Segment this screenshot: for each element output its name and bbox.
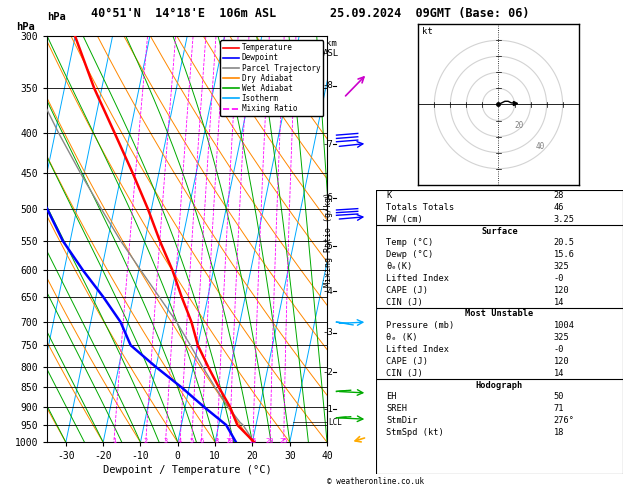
- Text: 28: 28: [554, 191, 564, 200]
- Text: 14: 14: [554, 369, 564, 378]
- Text: Mixing Ratio (g/kg): Mixing Ratio (g/kg): [325, 192, 333, 287]
- Text: 50: 50: [554, 392, 564, 401]
- Text: CIN (J): CIN (J): [386, 369, 423, 378]
- Text: -8: -8: [322, 81, 333, 90]
- Text: -4: -4: [322, 287, 333, 296]
- Text: 120: 120: [554, 286, 569, 295]
- Text: LCL: LCL: [328, 417, 342, 427]
- Text: 1004: 1004: [554, 321, 575, 330]
- Text: km: km: [326, 38, 337, 48]
- Text: 25: 25: [279, 438, 288, 444]
- Text: Lifted Index: Lifted Index: [386, 345, 449, 354]
- Text: 46: 46: [554, 203, 564, 212]
- Text: 18: 18: [554, 428, 564, 437]
- Text: -7: -7: [322, 139, 333, 149]
- Text: 20: 20: [266, 438, 274, 444]
- Text: 4: 4: [178, 438, 182, 444]
- X-axis label: Dewpoint / Temperature (°C): Dewpoint / Temperature (°C): [103, 466, 272, 475]
- Text: K: K: [386, 191, 391, 200]
- Text: -2: -2: [322, 367, 333, 377]
- Text: PW (cm): PW (cm): [386, 215, 423, 224]
- Text: 2: 2: [143, 438, 148, 444]
- Text: SREH: SREH: [386, 404, 407, 413]
- Text: Most Unstable: Most Unstable: [465, 310, 533, 318]
- Text: Temp (°C): Temp (°C): [386, 238, 433, 247]
- Text: -0: -0: [554, 345, 564, 354]
- Text: hPa: hPa: [47, 12, 66, 22]
- Text: EH: EH: [386, 392, 396, 401]
- Text: StmDir: StmDir: [386, 416, 418, 425]
- Text: θₑ(K): θₑ(K): [386, 262, 412, 271]
- Text: Dewp (°C): Dewp (°C): [386, 250, 433, 259]
- Text: kt: kt: [421, 27, 432, 36]
- Text: 325: 325: [554, 262, 569, 271]
- Text: 40: 40: [535, 142, 545, 151]
- Text: 276°: 276°: [554, 416, 575, 425]
- Text: Totals Totals: Totals Totals: [386, 203, 454, 212]
- Text: ASL: ASL: [323, 49, 339, 58]
- Text: 5: 5: [189, 438, 194, 444]
- Text: 15: 15: [248, 438, 257, 444]
- Text: 1: 1: [112, 438, 116, 444]
- Text: Pressure (mb): Pressure (mb): [386, 321, 454, 330]
- Text: 14: 14: [554, 297, 564, 307]
- Text: hPa: hPa: [16, 22, 35, 33]
- Text: Lifted Index: Lifted Index: [386, 274, 449, 283]
- Legend: Temperature, Dewpoint, Parcel Trajectory, Dry Adiabat, Wet Adiabat, Isotherm, Mi: Temperature, Dewpoint, Parcel Trajectory…: [220, 40, 323, 116]
- Text: 3: 3: [164, 438, 168, 444]
- Text: -5: -5: [322, 242, 333, 251]
- Text: -3: -3: [322, 329, 333, 337]
- Text: 40°51'N  14°18'E  106m ASL: 40°51'N 14°18'E 106m ASL: [91, 7, 277, 20]
- Text: 120: 120: [554, 357, 569, 366]
- Text: CAPE (J): CAPE (J): [386, 286, 428, 295]
- Text: 15.6: 15.6: [554, 250, 575, 259]
- Text: 20: 20: [515, 121, 524, 130]
- Text: 20.5: 20.5: [554, 238, 575, 247]
- Text: -0: -0: [554, 274, 564, 283]
- Text: 6: 6: [199, 438, 204, 444]
- Text: 3.25: 3.25: [554, 215, 575, 224]
- Text: Surface: Surface: [481, 226, 518, 236]
- Text: CAPE (J): CAPE (J): [386, 357, 428, 366]
- Text: θₑ (K): θₑ (K): [386, 333, 418, 342]
- Text: 10: 10: [225, 438, 234, 444]
- Text: 8: 8: [215, 438, 219, 444]
- Text: 71: 71: [554, 404, 564, 413]
- Text: 325: 325: [554, 333, 569, 342]
- Text: Hodograph: Hodograph: [476, 381, 523, 389]
- Text: StmSpd (kt): StmSpd (kt): [386, 428, 443, 437]
- Text: © weatheronline.co.uk: © weatheronline.co.uk: [327, 477, 424, 486]
- Text: -6: -6: [322, 193, 333, 202]
- Text: 25.09.2024  09GMT (Base: 06): 25.09.2024 09GMT (Base: 06): [330, 7, 530, 20]
- Text: CIN (J): CIN (J): [386, 297, 423, 307]
- Text: -1: -1: [322, 405, 333, 414]
